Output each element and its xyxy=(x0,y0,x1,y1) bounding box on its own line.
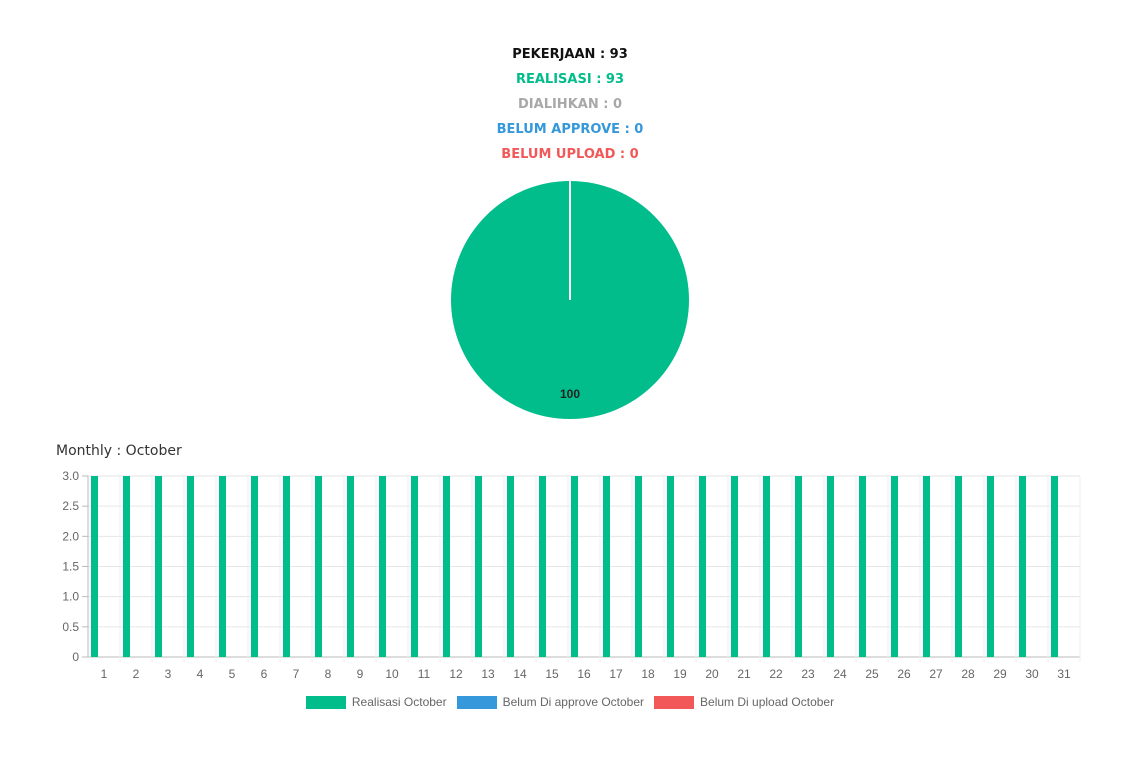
x-tick-label: 21 xyxy=(737,667,751,681)
x-tick-label: 8 xyxy=(325,667,332,681)
bar-0[interactable] xyxy=(731,476,738,657)
bar-0[interactable] xyxy=(347,476,354,657)
bar-0[interactable] xyxy=(859,476,866,657)
bar-0[interactable] xyxy=(411,476,418,657)
y-tick-label: 0 xyxy=(72,650,79,664)
bar-0[interactable] xyxy=(1019,476,1026,657)
monthly-title: Monthly : October xyxy=(56,443,182,459)
legend-item-belum-approve[interactable]: Belum Di approve October xyxy=(456,695,645,709)
x-tick-label: 30 xyxy=(1025,667,1039,681)
bar-0[interactable] xyxy=(379,476,386,657)
bar-0[interactable] xyxy=(187,476,194,657)
x-tick-label: 12 xyxy=(449,667,463,681)
x-tick-label: 10 xyxy=(385,667,399,681)
x-tick-label: 9 xyxy=(357,667,364,681)
x-tick-label: 29 xyxy=(993,667,1007,681)
x-tick-label: 11 xyxy=(418,667,431,681)
bar-0[interactable] xyxy=(603,476,610,657)
x-tick-label: 1 xyxy=(101,667,108,681)
bar-0[interactable] xyxy=(827,476,834,657)
bar-0[interactable] xyxy=(251,476,258,657)
bar-0[interactable] xyxy=(699,476,706,657)
bar-0[interactable] xyxy=(635,476,642,657)
bar-0[interactable] xyxy=(571,476,578,657)
bar-0[interactable] xyxy=(891,476,898,657)
legend-swatch xyxy=(654,695,695,709)
bar-0[interactable] xyxy=(91,476,98,657)
y-tick-label: 3.0 xyxy=(62,469,79,483)
chart-legend: Realisasi October Belum Di approve Octob… xyxy=(0,695,1140,709)
x-tick-label: 28 xyxy=(961,667,975,681)
x-tick-label: 7 xyxy=(293,667,300,681)
x-tick-label: 18 xyxy=(641,667,655,681)
bar-0[interactable] xyxy=(219,476,226,657)
x-tick-label: 15 xyxy=(545,667,559,681)
x-tick-label: 22 xyxy=(769,667,783,681)
x-tick-label: 31 xyxy=(1057,667,1071,681)
x-tick-label: 16 xyxy=(577,667,591,681)
summary-dialihkan: DIALIHKAN : 0 xyxy=(518,97,622,112)
summary-panel: PEKERJAAN : 93 REALISASI : 93 DIALIHKAN … xyxy=(0,42,1140,167)
legend-label: Belum Di approve October xyxy=(502,695,645,709)
legend-label: Belum Di upload October xyxy=(700,695,835,709)
y-tick-label: 0.5 xyxy=(62,620,79,634)
y-tick-label: 1.0 xyxy=(62,590,79,604)
summary-pekerjaan: PEKERJAAN : 93 xyxy=(512,47,628,62)
legend-item-belum-upload[interactable]: Belum Di upload October xyxy=(654,695,834,709)
bar-0[interactable] xyxy=(475,476,482,657)
x-tick-label: 20 xyxy=(705,667,719,681)
summary-belum-upload: BELUM UPLOAD : 0 xyxy=(501,147,639,162)
y-tick-label: 2.5 xyxy=(62,499,79,513)
x-tick-label: 3 xyxy=(165,667,172,681)
legend-item-realisasi[interactable]: Realisasi October xyxy=(305,695,447,709)
bar-0[interactable] xyxy=(987,476,994,657)
x-tick-label: 27 xyxy=(929,667,943,681)
pie-chart[interactable]: 100 xyxy=(440,170,700,430)
x-tick-label: 26 xyxy=(897,667,911,681)
bar-0[interactable] xyxy=(315,476,322,657)
bar-0[interactable] xyxy=(795,476,802,657)
y-tick-label: 2.0 xyxy=(62,529,79,543)
x-tick-label: 4 xyxy=(197,667,204,681)
x-tick-label: 5 xyxy=(229,667,236,681)
bar-0[interactable] xyxy=(443,476,450,657)
bar-0[interactable] xyxy=(507,476,514,657)
bar-0[interactable] xyxy=(955,476,962,657)
x-tick-label: 17 xyxy=(609,667,623,681)
summary-belum-approve: BELUM APPROVE : 0 xyxy=(496,122,644,137)
bar-0[interactable] xyxy=(155,476,162,657)
bar-0[interactable] xyxy=(123,476,130,657)
x-tick-label: 23 xyxy=(801,667,815,681)
bar-0[interactable] xyxy=(283,476,290,657)
legend-swatch xyxy=(305,695,346,709)
x-tick-label: 13 xyxy=(481,667,495,681)
bar-0[interactable] xyxy=(539,476,546,657)
bar-0[interactable] xyxy=(667,476,674,657)
legend-label: Realisasi October xyxy=(351,695,447,709)
x-tick-label: 19 xyxy=(673,667,687,681)
bar-0[interactable] xyxy=(1051,476,1058,657)
bar-0[interactable] xyxy=(763,476,770,657)
x-tick-label: 25 xyxy=(865,667,879,681)
x-tick-label: 6 xyxy=(261,667,268,681)
x-tick-label: 14 xyxy=(513,667,527,681)
bar-0[interactable] xyxy=(923,476,930,657)
x-tick-label: 24 xyxy=(833,667,847,681)
pie-data-label: 100 xyxy=(560,387,580,401)
bar-chart[interactable]: 00.51.01.52.02.53.01 2 3 4 5 6 7 8 9 10 11 12 13 14 15… xyxy=(0,462,1140,687)
summary-realisasi: REALISASI : 93 xyxy=(515,72,625,87)
x-tick-label: 2 xyxy=(133,667,140,681)
legend-swatch xyxy=(456,695,497,709)
y-tick-label: 1.5 xyxy=(62,560,79,574)
